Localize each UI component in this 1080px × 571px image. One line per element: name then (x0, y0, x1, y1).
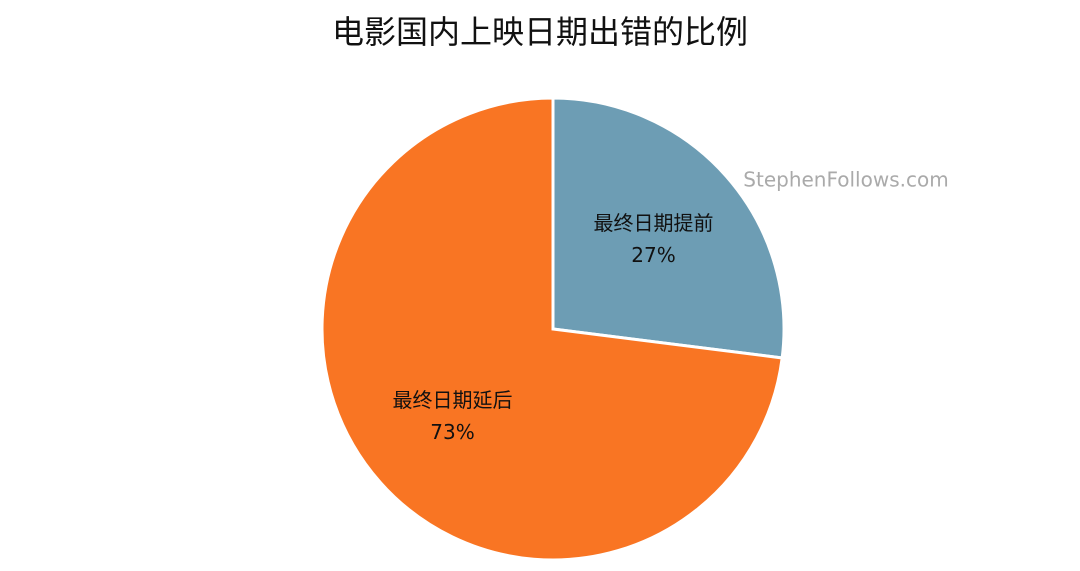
watermark: StephenFollows.com (743, 168, 948, 192)
chart-title: 电影国内上映日期出错的比例 (332, 13, 748, 51)
slice-label: 最终日期延后 (393, 388, 513, 412)
slice-label: 最终日期提前 (593, 211, 713, 235)
value-label: 73% (430, 420, 474, 444)
value-label: 27% (631, 243, 675, 267)
pie-slice (320, 96, 784, 562)
pie-slice (551, 96, 786, 360)
